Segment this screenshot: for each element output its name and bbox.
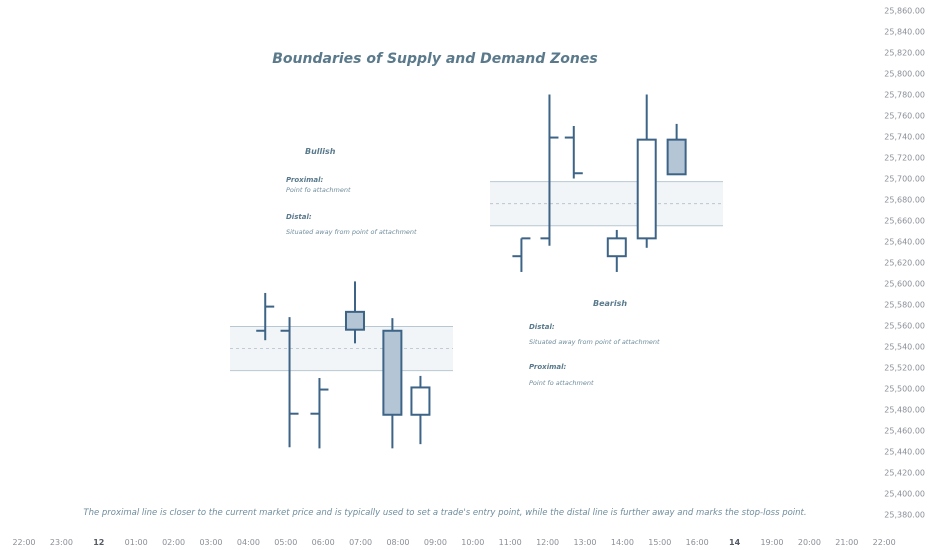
y-tick-label: 25,420.00 xyxy=(884,469,925,478)
candle-body xyxy=(636,138,657,240)
bearish-distal-text: Situated away from point of attachment xyxy=(529,338,660,346)
chart-title: Boundaries of Supply and Demand Zones xyxy=(272,51,597,67)
x-tick-label: 08:00 xyxy=(386,538,409,547)
y-tick-label: 25,660.00 xyxy=(884,217,925,226)
bearish-proximal-text: Point fo attachment xyxy=(529,379,594,387)
x-tick-label: 13:00 xyxy=(573,538,596,547)
y-tick-label: 25,800.00 xyxy=(884,70,925,79)
bullish-candle xyxy=(344,281,365,344)
x-tick-label: 21:00 xyxy=(835,538,858,547)
y-tick-label: 25,720.00 xyxy=(884,154,925,163)
bars-layer xyxy=(256,94,687,449)
candle-body xyxy=(382,329,403,416)
y-tick-label: 25,500.00 xyxy=(884,385,925,394)
y-tick-label: 25,740.00 xyxy=(884,133,925,142)
bearish-proximal-label: Proximal: xyxy=(529,363,567,371)
zones-layer xyxy=(230,181,723,372)
bearish-label: Bearish xyxy=(593,299,627,308)
x-tick-label: 09:00 xyxy=(424,538,447,547)
y-tick-label: 25,840.00 xyxy=(884,28,925,37)
y-axis[interactable]: 25,860.00 25,840.00 25,820.00 25,800.00 25,7… xyxy=(884,7,925,520)
y-tick-label: 25,640.00 xyxy=(884,238,925,247)
x-axis[interactable]: 22:00 23:00 12 01:00 02:00 03:00 04:00 05:00 06:… xyxy=(12,538,895,547)
x-tick-label: 23:00 xyxy=(50,538,73,547)
x-tick-label: 04:00 xyxy=(237,538,260,547)
x-tick-label: 01:00 xyxy=(125,538,148,547)
x-tick-label: 20:00 xyxy=(798,538,821,547)
candle-body xyxy=(344,310,365,331)
bullish-distal-text: Situated away from point of attachment xyxy=(286,228,417,236)
bearish-ohlc-bar xyxy=(512,237,531,272)
y-tick-label: 25,560.00 xyxy=(884,322,925,331)
bearish-ohlc-bar xyxy=(540,94,559,246)
bearish-candle xyxy=(606,229,627,272)
x-tick-label: 19:00 xyxy=(760,538,783,547)
y-tick-label: 25,540.00 xyxy=(884,343,925,352)
bearish-ohlc-bar xyxy=(564,126,583,179)
y-tick-label: 25,680.00 xyxy=(884,196,925,205)
x-tick-label: 10:00 xyxy=(461,538,484,547)
chart-footnote: The proximal line is closer to the curre… xyxy=(83,508,806,518)
bearish-distal-label: Distal: xyxy=(529,323,555,331)
y-tick-label: 25,600.00 xyxy=(884,280,925,289)
y-tick-label: 25,760.00 xyxy=(884,112,925,121)
y-tick-label: 25,700.00 xyxy=(884,175,925,184)
x-tick-label: 05:00 xyxy=(274,538,297,547)
bullish-ohlc-bar xyxy=(280,317,299,448)
x-tick-label: 16:00 xyxy=(686,538,709,547)
x-tick-label: 14 xyxy=(729,538,741,547)
y-tick-label: 25,860.00 xyxy=(884,7,925,16)
candle-body xyxy=(666,138,687,176)
y-tick-label: 25,820.00 xyxy=(884,49,925,58)
x-tick-label: 14:00 xyxy=(611,538,634,547)
x-tick-label: 06:00 xyxy=(312,538,335,547)
candle-body xyxy=(606,237,627,258)
x-tick-label: 02:00 xyxy=(162,538,185,547)
x-tick-label: 22:00 xyxy=(12,538,35,547)
annotations-layer: Boundaries of Supply and Demand Zones Bu… xyxy=(83,51,806,518)
bullish-label: Bullish xyxy=(305,147,336,156)
x-tick-label: 03:00 xyxy=(199,538,222,547)
y-tick-label: 25,400.00 xyxy=(884,490,925,499)
y-tick-label: 25,520.00 xyxy=(884,364,925,373)
y-tick-label: 25,380.00 xyxy=(884,511,925,520)
y-tick-label: 25,620.00 xyxy=(884,259,925,268)
y-tick-label: 25,580.00 xyxy=(884,301,925,310)
bearish-candle xyxy=(666,123,687,176)
x-tick-label: 11:00 xyxy=(499,538,522,547)
bullish-ohlc-bar xyxy=(256,292,275,341)
x-tick-label: 12 xyxy=(93,538,104,547)
bullish-candle xyxy=(382,318,403,449)
bullish-candle xyxy=(410,375,431,445)
candle-body xyxy=(410,386,431,416)
y-tick-label: 25,460.00 xyxy=(884,427,925,436)
x-tick-label: 07:00 xyxy=(349,538,372,547)
bullish-proximal-text: Point fo attachment xyxy=(286,186,351,194)
bearish-candle xyxy=(636,94,657,248)
y-tick-label: 25,440.00 xyxy=(884,448,925,457)
x-tick-label: 22:00 xyxy=(873,538,896,547)
x-tick-label: 12:00 xyxy=(536,538,559,547)
bullish-ohlc-bar xyxy=(310,378,329,449)
bullish-zone-fill xyxy=(230,326,453,371)
y-tick-label: 25,780.00 xyxy=(884,91,925,100)
bullish-distal-label: Distal: xyxy=(286,213,312,221)
y-tick-label: 25,480.00 xyxy=(884,406,925,415)
bullish-proximal-label: Proximal: xyxy=(286,176,324,184)
x-tick-label: 15:00 xyxy=(648,538,671,547)
